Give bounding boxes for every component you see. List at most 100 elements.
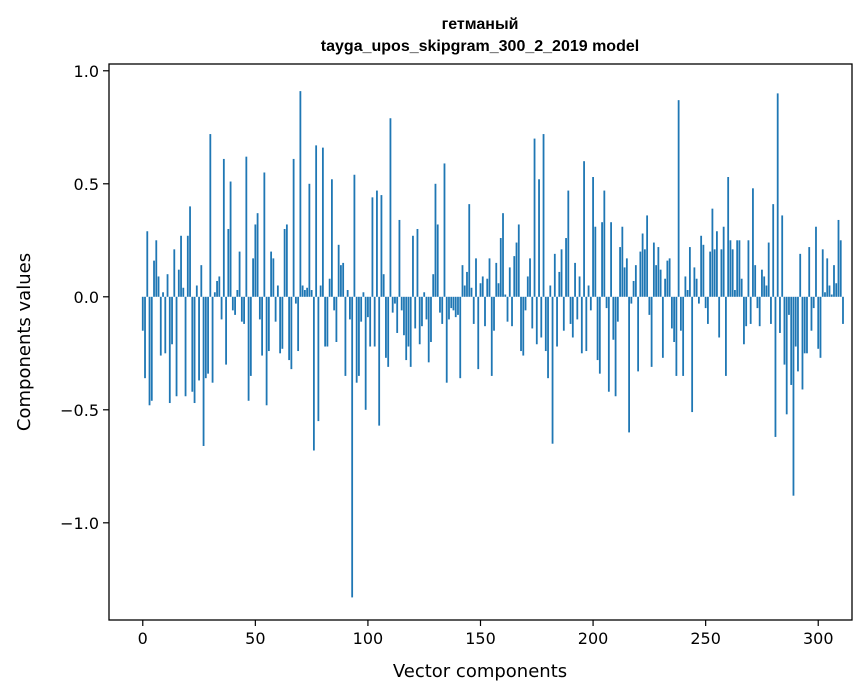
bar-component-275	[761, 269, 763, 297]
bar-component-57	[270, 251, 273, 297]
bar-component-305	[828, 285, 831, 297]
bar-component-16	[177, 269, 180, 297]
bar-component-178	[542, 134, 545, 297]
bar-component-42	[236, 290, 239, 297]
bar-component-244	[691, 296, 694, 413]
bar-component-230	[659, 269, 662, 297]
bar-component-246	[695, 278, 698, 297]
bar-component-209	[612, 296, 615, 340]
bar-component-141	[459, 296, 462, 379]
bar-component-6	[155, 240, 158, 297]
bar-component-39	[229, 181, 232, 297]
bar-component-94	[353, 174, 356, 297]
bar-component-283	[779, 296, 781, 333]
bar-component-284	[781, 215, 784, 297]
bar-component-164	[511, 296, 513, 327]
bar-component-276	[763, 276, 766, 297]
bar-component-150	[479, 283, 482, 297]
bar-component-30	[209, 134, 212, 297]
bar-component-21	[189, 206, 191, 297]
bar-component-54	[263, 172, 266, 297]
bar-component-257	[720, 249, 723, 297]
bar-component-203	[598, 296, 601, 374]
bar-component-216	[628, 296, 630, 433]
y-tick-label: 1.0	[74, 62, 99, 81]
bar-component-197	[585, 296, 588, 352]
bar-component-254	[713, 249, 716, 297]
bar-component-233	[666, 260, 669, 297]
bar-component-279	[770, 296, 772, 324]
bar-component-10	[164, 296, 167, 354]
bar-component-12	[168, 296, 171, 404]
plot-frame	[108, 63, 853, 621]
x-tick-label: 0	[138, 629, 148, 648]
bar-component-29	[207, 296, 209, 374]
bar-component-106	[380, 195, 383, 297]
bar-component-115	[400, 296, 403, 311]
bar-component-5	[153, 260, 155, 297]
bar-component-97	[360, 296, 363, 322]
bar-component-84	[331, 179, 333, 297]
bar-component-153	[486, 278, 489, 297]
bar-component-28	[204, 296, 207, 379]
bar-component-204	[601, 222, 603, 297]
bar-component-213	[621, 226, 624, 297]
bar-component-173	[531, 296, 534, 329]
bar-component-33	[216, 280, 218, 297]
bar-component-152	[484, 296, 486, 327]
bar-component-183	[553, 253, 556, 297]
bar-component-8	[159, 296, 162, 356]
bar-component-78	[317, 296, 320, 422]
bar-component-79	[319, 285, 322, 297]
bar-component-35	[220, 296, 223, 320]
bar-component-0	[141, 296, 144, 331]
bar-component-293	[801, 296, 804, 390]
bar-component-202	[596, 296, 599, 361]
bar-component-273	[756, 296, 759, 309]
bar-component-74	[308, 183, 311, 297]
bar-component-125	[423, 292, 426, 297]
bar-component-129	[432, 274, 435, 297]
bar-component-90	[344, 296, 347, 376]
y-axis: −1.0 −0.5 0.0 0.5 1.0	[60, 62, 109, 533]
bar-component-102	[371, 197, 374, 297]
bar-component-201	[594, 226, 597, 297]
bar-component-89	[342, 262, 345, 297]
bar-component-43	[238, 251, 241, 297]
y-tick-label: −1.0	[60, 514, 99, 533]
bar-component-234	[668, 258, 671, 297]
bar-component-231	[661, 296, 664, 358]
bar-component-269	[747, 240, 750, 297]
bar-component-23	[193, 296, 196, 404]
bar-component-159	[499, 238, 502, 297]
bar-component-285	[783, 296, 786, 365]
bar-component-224	[646, 215, 649, 297]
bar-component-236	[673, 296, 676, 342]
bar-component-98	[362, 292, 365, 297]
bar-component-191	[571, 296, 574, 338]
bar-component-92	[349, 296, 351, 320]
bar-component-58	[272, 258, 275, 297]
bar-component-240	[682, 296, 685, 376]
bar-component-80	[321, 147, 324, 297]
bar-component-50	[254, 224, 257, 297]
bar-component-111	[391, 296, 394, 313]
bar-component-130	[434, 183, 437, 297]
bar-component-116	[403, 296, 405, 336]
bar-component-167	[517, 224, 520, 297]
bar-component-73	[306, 287, 309, 297]
bar-component-280	[772, 204, 775, 297]
bar-component-192	[574, 262, 576, 297]
bar-component-250	[704, 296, 707, 309]
bar-component-237	[675, 296, 678, 376]
bar-component-158	[497, 283, 500, 297]
bar-component-52	[258, 296, 261, 320]
bar-component-249	[702, 244, 705, 297]
bar-component-75	[310, 290, 313, 297]
bar-component-160	[502, 213, 504, 297]
bar-component-290	[794, 296, 797, 347]
bar-component-245	[693, 267, 696, 297]
bar-component-127	[427, 296, 430, 363]
bar-component-38	[227, 228, 230, 297]
